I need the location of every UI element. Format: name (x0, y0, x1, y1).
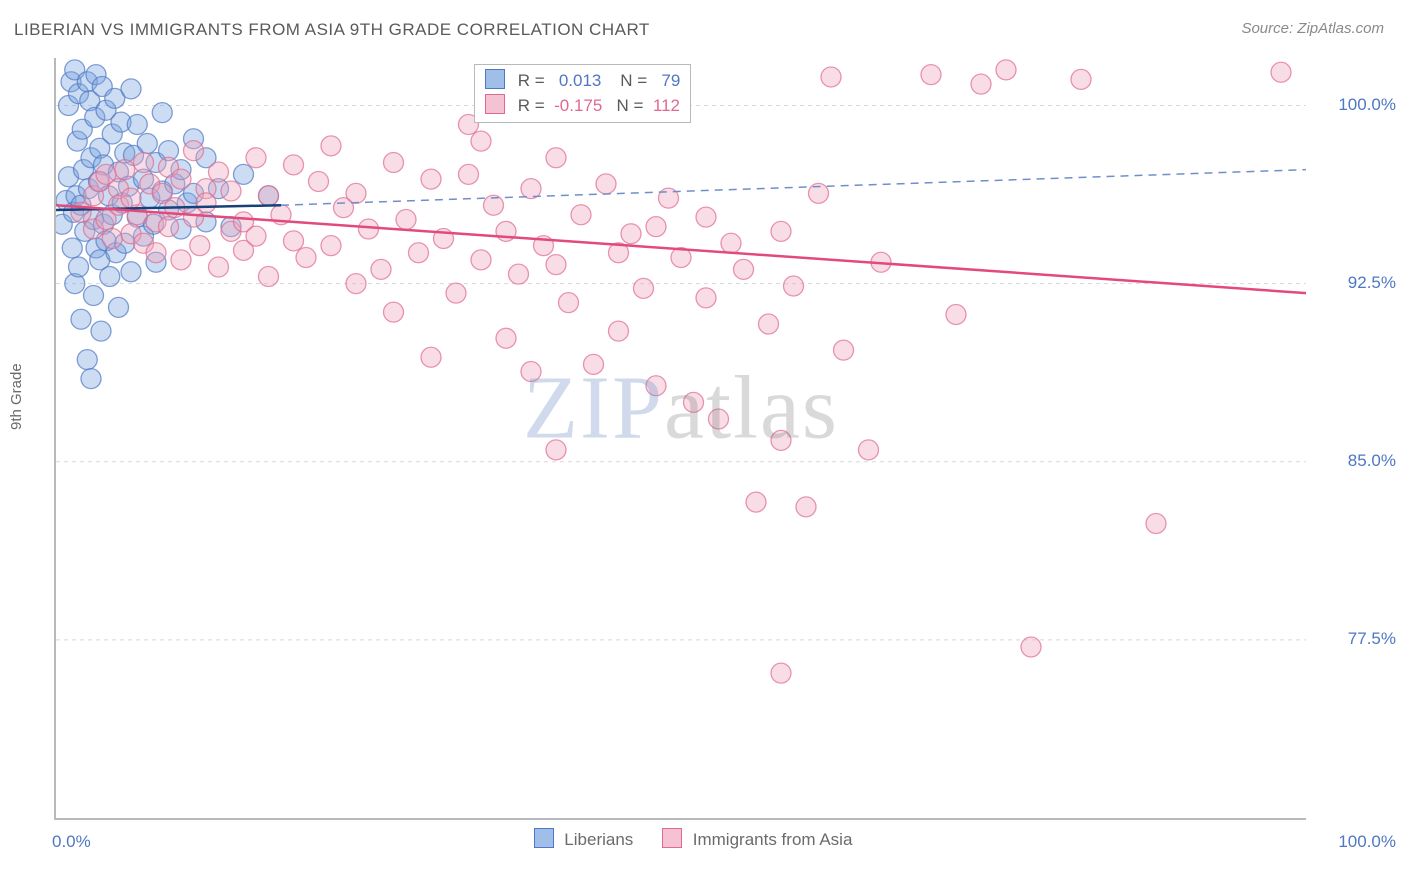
chart-title: LIBERIAN VS IMMIGRANTS FROM ASIA 9TH GRA… (14, 20, 650, 40)
plot-area: ZIPatlas R = 0.013 N = 79 R = -0.175 N =… (54, 58, 1306, 820)
series1-r: 0.013 (559, 71, 602, 90)
series2-r: -0.175 (554, 96, 602, 115)
series2-n: 112 (653, 96, 680, 115)
n-label: N = (620, 71, 647, 90)
stats-row-2: R = -0.175 N = 112 (485, 94, 680, 119)
stats-row-1: R = 0.013 N = 79 (485, 69, 680, 94)
ytick-label: 92.5% (1316, 273, 1396, 293)
ytick-label: 85.0% (1316, 451, 1396, 471)
legend-bottom: Liberians Immigrants from Asia (56, 828, 1306, 850)
n-label-2: N = (617, 96, 644, 115)
swatch-blue-icon (485, 69, 505, 89)
scatter-svg (56, 58, 1306, 818)
legend-label-2: Immigrants from Asia (693, 830, 853, 849)
swatch-pink-icon (485, 94, 505, 114)
stats-legend: R = 0.013 N = 79 R = -0.175 N = 112 (474, 64, 691, 123)
legend-swatch-pink-icon (662, 828, 682, 848)
legend-label-1: Liberians (564, 830, 633, 849)
legend-swatch-blue-icon (534, 828, 554, 848)
r-label: R = (518, 71, 545, 90)
ytick-label: 100.0% (1316, 95, 1396, 115)
ytick-label: 77.5% (1316, 629, 1396, 649)
xtick-label: 100.0% (1316, 832, 1396, 852)
source-label: Source: ZipAtlas.com (1241, 20, 1384, 37)
series1-n: 79 (661, 71, 680, 90)
r-label-2: R = (518, 96, 545, 115)
xtick-label: 0.0% (52, 832, 91, 852)
y-axis-label: 9th Grade (8, 363, 25, 430)
